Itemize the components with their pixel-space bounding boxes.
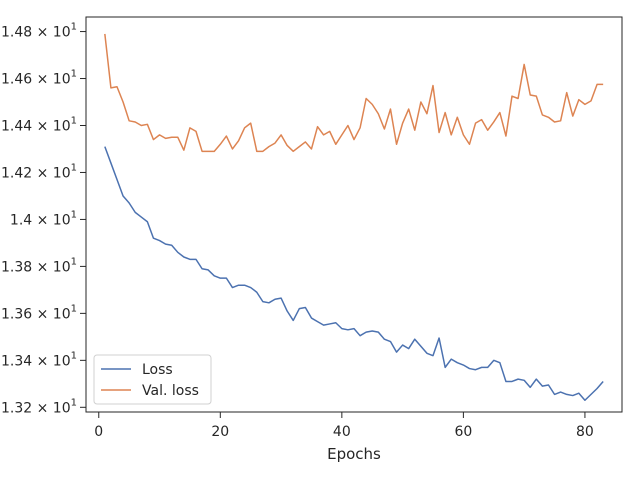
y-tick-label: 1.48 × 101	[1, 22, 77, 41]
plot-frame	[85, 16, 623, 413]
legend: Loss Val. loss	[93, 354, 212, 405]
y-tick-label: 1.38 × 101	[1, 256, 77, 275]
legend-label-loss: Loss	[142, 362, 173, 378]
y-tick-label: 1.4 × 101	[10, 209, 77, 228]
x-tick-label: 20	[211, 424, 229, 440]
x-tick-label: 0	[94, 424, 103, 440]
x-axis: 0 20 40 60 80	[94, 412, 594, 440]
y-tick-label: 1.46 × 101	[1, 69, 77, 88]
plot-area	[85, 16, 623, 413]
x-tick-label: 40	[333, 424, 351, 440]
y-tick-label: 1.32 × 101	[1, 397, 77, 416]
y-axis: 1.32 × 101 1.34 × 101 1.36 × 101 1.38 × 101…	[1, 22, 86, 416]
x-tick-label: 60	[454, 424, 472, 440]
legend-label-val-loss: Val. loss	[142, 383, 199, 399]
series-line-val-loss	[104, 33, 604, 153]
y-tick-label: 1.44 × 101	[1, 115, 77, 134]
series-line-loss	[104, 146, 604, 402]
series-lines	[104, 33, 604, 402]
y-tick-label: 1.34 × 101	[1, 350, 77, 369]
y-tick-label: 1.42 × 101	[1, 162, 77, 181]
x-axis-label: Epochs	[327, 445, 381, 463]
x-tick-label: 80	[576, 424, 594, 440]
legend-box	[93, 354, 212, 405]
y-tick-label: 1.36 × 101	[1, 303, 77, 322]
